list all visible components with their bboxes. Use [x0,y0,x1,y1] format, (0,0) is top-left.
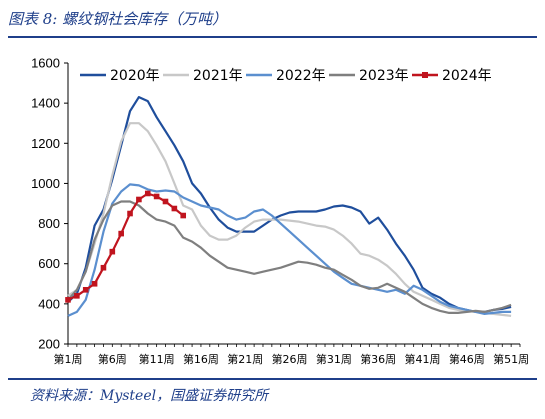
series-point [144,190,151,197]
series-point [153,193,160,200]
y-tick-label: 400 [38,296,60,311]
line-chart: 200 400 600 800 1000 1200 1400 1600 第1周 第6周 第11周 第1… [31,56,529,367]
series-point [91,280,98,287]
series-point [65,297,71,303]
series-point [127,210,133,217]
x-tick-label: 第6周 [98,352,127,366]
x-tick-label: 第16周 [183,352,219,366]
y-tick-label: 1200 [31,136,60,151]
source-rule [8,378,537,380]
y-tick-label: 200 [38,337,60,352]
series-point [136,196,142,203]
y-tick-label: 600 [38,256,60,271]
y-tick-label: 800 [38,216,60,231]
y-tick-label: 1600 [31,56,60,71]
series-point [171,205,178,212]
x-tick-label: 第46周 [449,352,485,366]
series-line-2022年 [67,183,512,317]
source-note: 资料来源：Mysteel，国盛证券研究所 [30,388,269,404]
legend-marker [422,72,428,78]
y-tick-label: 1400 [31,96,60,111]
series-line-2020年 [67,95,512,313]
legend-label: 2021年 [193,68,243,84]
legend-label: 2023年 [359,68,409,84]
series-point [100,264,107,271]
series-line-2021年 [67,122,512,317]
series-point [109,248,116,255]
x-tick-label: 第31周 [316,352,352,366]
title-rule [8,36,537,38]
x-tick-label: 第36周 [360,352,396,366]
series-point [162,198,169,205]
x-tick-label: 第26周 [272,352,308,366]
x-tick-label: 第51周 [493,352,529,366]
x-tick-label: 第11周 [139,352,175,366]
series-point [82,287,89,293]
chart-title: 图表 8: 螺纹钢社会库存（万吨） [8,10,228,28]
x-tick-label: 第1周 [54,352,83,366]
legend-label: 2022年 [276,68,326,84]
y-tick-label: 1000 [31,176,60,191]
series-point [180,212,187,219]
legend-label: 2020年 [110,68,160,84]
legend-label: 2024年 [442,68,492,84]
series-point [118,230,124,237]
x-tick-label: 第41周 [405,352,441,366]
series-point [74,293,80,299]
series-line-2023年 [67,200,512,314]
series-line-2024年 [67,192,184,301]
x-tick-label: 第21周 [227,352,263,366]
